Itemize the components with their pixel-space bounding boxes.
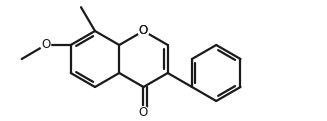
Text: O: O (139, 24, 148, 38)
Text: O: O (139, 24, 148, 38)
Circle shape (138, 26, 149, 37)
Text: O: O (139, 106, 148, 119)
Circle shape (41, 40, 51, 50)
Text: O: O (41, 38, 50, 52)
Circle shape (138, 107, 149, 118)
